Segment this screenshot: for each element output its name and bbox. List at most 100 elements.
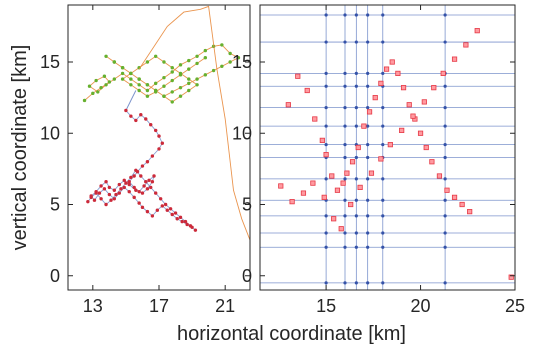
right-point: [417, 130, 424, 136]
left-point-red: [158, 197, 163, 201]
left-point-green: [107, 80, 112, 84]
right-point: [389, 59, 395, 65]
left-point-red: [152, 174, 156, 178]
left-point-green: [96, 90, 100, 94]
right-grid-node: [366, 177, 370, 181]
right-point: [295, 73, 301, 79]
left-point-green: [203, 48, 208, 53]
left-point-green: [162, 84, 166, 88]
left-point-red: [122, 185, 126, 190]
left-point-red: [119, 187, 123, 191]
right-grid-node: [343, 214, 347, 218]
right-y-tick-label: 10: [232, 123, 252, 143]
right-grid-node: [354, 40, 358, 44]
left-point-green: [220, 43, 224, 47]
right-point: [431, 85, 437, 91]
left-point-red: [140, 191, 145, 195]
left-point-red: [104, 180, 108, 184]
left-point-green: [220, 64, 224, 68]
left-point-red: [109, 198, 113, 202]
right-grid-node: [443, 245, 447, 249]
left-point-red: [193, 228, 198, 232]
right-point: [368, 170, 375, 176]
left-point-red: [117, 191, 121, 195]
right-grid-node: [324, 214, 328, 218]
left-link-line: [125, 90, 137, 111]
right-point: [357, 184, 363, 190]
right-grid-node: [354, 214, 358, 218]
left-point-red: [150, 214, 155, 218]
right-point: [451, 56, 458, 62]
left-point-red: [132, 195, 136, 200]
right-point: [372, 95, 378, 101]
right-grid-node: [354, 84, 358, 88]
left-point-red: [134, 168, 138, 172]
left-point-green: [187, 81, 191, 86]
left-point-green: [195, 54, 199, 58]
right-point: [334, 187, 341, 193]
right-grid-node: [443, 281, 447, 285]
right-point: [304, 87, 310, 94]
right-point: [395, 70, 401, 76]
right-grid-node: [343, 198, 347, 202]
right-grid-node: [324, 231, 328, 235]
right-grid-node: [443, 155, 447, 160]
left-point-red: [155, 208, 160, 212]
y-axis-label: vertical coordinate [km]: [9, 45, 31, 251]
left-point-red: [112, 188, 117, 192]
left-point-red: [134, 188, 138, 192]
right-grid-node: [366, 84, 370, 88]
left-point-red: [175, 217, 179, 221]
right-grid-node: [324, 84, 328, 88]
left-y-tick-label: 0: [50, 266, 60, 286]
left-point-green: [104, 83, 108, 87]
left-point-green: [82, 98, 87, 103]
right-grid-node: [366, 198, 370, 202]
right-grid-node: [366, 13, 370, 17]
right-grid-node: [381, 13, 385, 17]
left-point-red: [122, 178, 126, 182]
right-point: [355, 144, 361, 151]
left-point-red: [153, 191, 158, 195]
left-point-red: [163, 202, 168, 207]
right-grid-node: [324, 40, 328, 44]
left-point-red: [153, 128, 158, 133]
left-point-green: [120, 66, 125, 70]
right-point: [451, 194, 458, 200]
left-point-green: [129, 77, 133, 81]
left-point-red: [124, 108, 128, 113]
right-grid-node: [381, 231, 385, 235]
right-point: [400, 85, 407, 91]
right-grid-node: [354, 231, 358, 235]
right-grid-node: [324, 124, 328, 128]
left-point-green: [187, 58, 191, 63]
left-point-red: [132, 174, 136, 178]
left-point-green: [187, 67, 191, 71]
right-x-tick-label: 15: [316, 296, 336, 316]
left-point-red: [124, 181, 128, 185]
left-point-red: [104, 202, 108, 207]
left-point-red: [185, 222, 189, 227]
left-point-red: [165, 208, 169, 212]
left-point-green: [203, 73, 208, 77]
left-point-red: [145, 160, 150, 164]
right-point: [278, 183, 284, 189]
right-point: [319, 137, 325, 143]
right-panel: 15 20 25 0 5 10 15: [232, 4, 525, 316]
right-grid-node: [366, 281, 370, 285]
right-grid-node: [443, 214, 447, 218]
right-point: [383, 66, 390, 72]
left-point-red: [183, 219, 188, 224]
right-grid-node: [366, 106, 370, 110]
right-grid-node: [366, 231, 370, 235]
right-grid-node: [324, 245, 328, 249]
right-y-tick-label: 5: [242, 195, 252, 215]
left-point-green: [170, 70, 174, 74]
right-point: [421, 99, 427, 105]
right-grid-node: [354, 106, 358, 110]
right-point: [285, 102, 291, 108]
left-point-green: [211, 68, 216, 73]
right-grid-node: [354, 281, 358, 285]
right-grid-node: [443, 84, 447, 88]
left-point-green: [112, 60, 117, 64]
